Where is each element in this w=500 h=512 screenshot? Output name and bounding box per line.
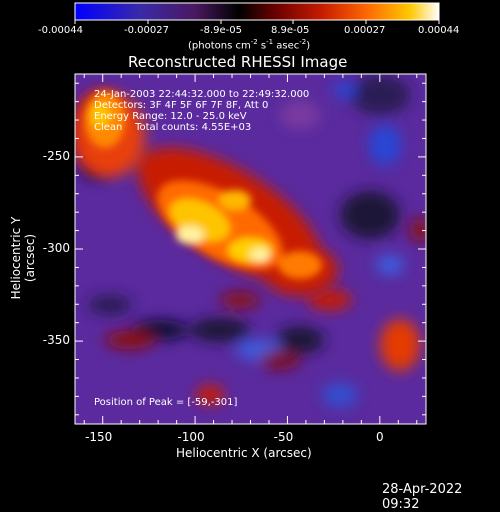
colorbar-tick-label: 8.9e-05 (271, 25, 310, 36)
y-tick-label: -300 (42, 241, 70, 255)
info-energy-range: Energy Range: 12.0 - 25.0 keV (94, 111, 247, 122)
y-tick-label: -350 (42, 333, 70, 348)
colorbar-tick-label: -0.00044 (38, 25, 83, 36)
colorbar-tick-label: 0.00044 (418, 25, 460, 36)
info-clean-counts: Clean Total counts: 4.55E+03 (94, 122, 252, 133)
x-tick-label: -50 (273, 430, 294, 444)
colorbar-tick-label: -8.9e-05 (200, 25, 242, 36)
x-tick-label: -100 (177, 430, 205, 444)
info-time-range: 24-Jan-2003 22:44:32.000 to 22:49:32.000 (94, 89, 310, 100)
x-tick-label: 0 (375, 430, 384, 444)
timestamp: 28-Apr-2022 09:32 (382, 482, 463, 512)
peak-position: Position of Peak = [-59,-301] (94, 397, 238, 408)
observation-info: 24-Jan-2003 22:44:32.000 to 22:49:32.000… (94, 89, 309, 133)
colorbar-units: (photons cm-2 s-1 asec-2) (188, 38, 311, 52)
y-tick-label: -250 (42, 148, 70, 163)
info-detectors: Detectors: 3F 4F 5F 6F 7F 8F, Att 0 (94, 100, 269, 111)
colorbar-tick-label: -0.00027 (124, 25, 169, 36)
plot-title: Reconstructed RHESSI Image (128, 53, 348, 71)
x-tick-label: -150 (85, 430, 113, 444)
x-axis-title: Heliocentric X (arcsec) (176, 446, 312, 460)
y-axis-title: Heliocentric Y (arcsec) (9, 216, 37, 300)
colorbar-tick-label: 0.00027 (344, 25, 386, 36)
rhessi-image (74, 73, 427, 425)
